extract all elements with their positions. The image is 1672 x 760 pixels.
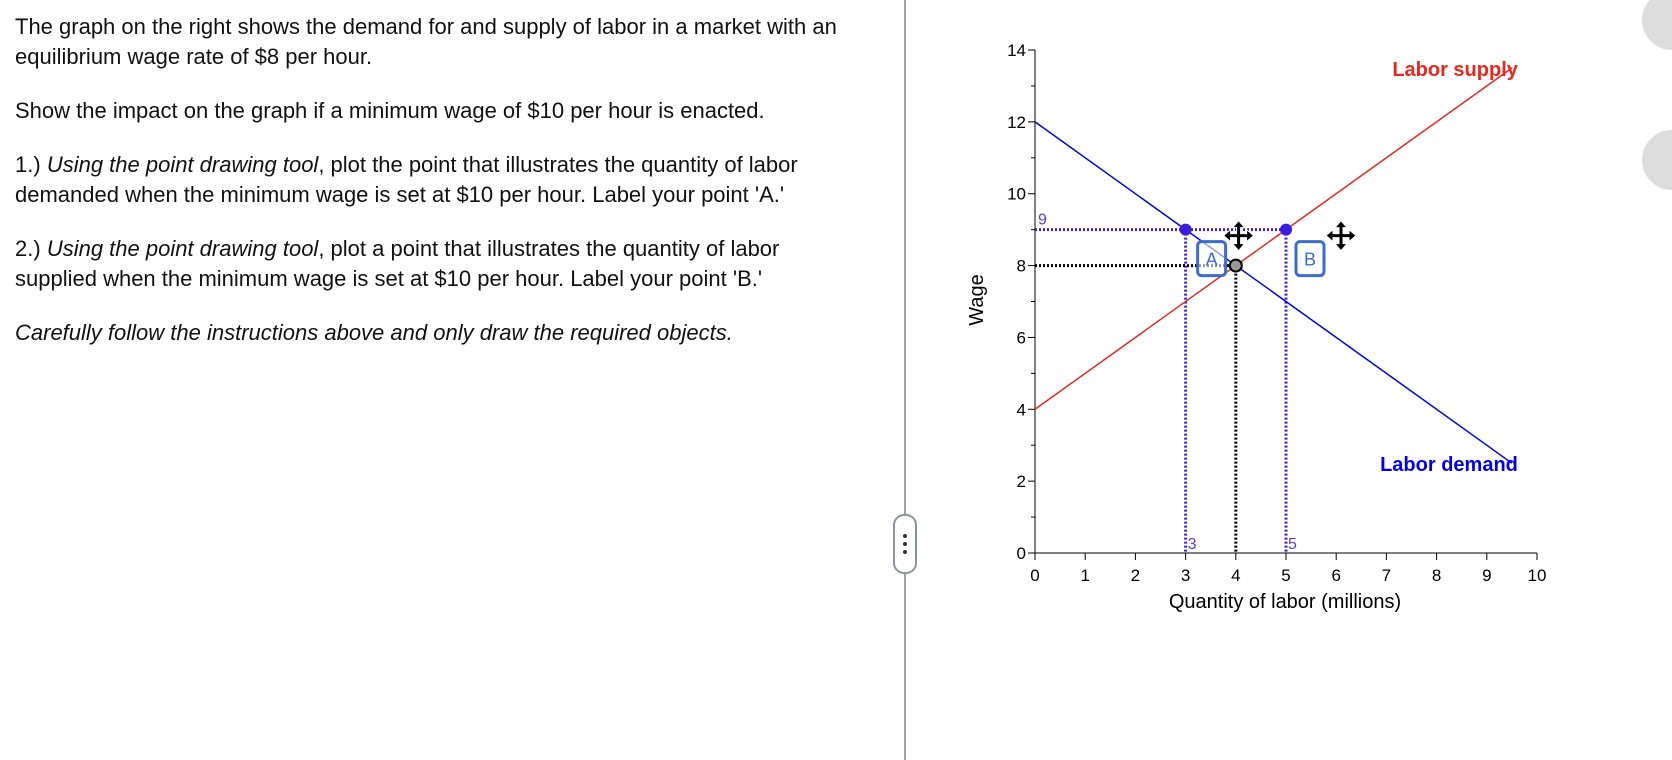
y-tick-label: 2 [1017,472,1026,491]
x-tick-label: 9 [1482,566,1491,585]
point-label: B [1304,250,1316,270]
point-label-box [1196,240,1228,278]
step-text: , plot the point that illustrates the qu… [15,152,798,207]
x-tick-label: 8 [1432,566,1441,585]
side-button[interactable] [1642,130,1672,190]
x-tick-label: 6 [1331,566,1340,585]
point-label: A [1206,250,1218,270]
y-tick-label: 10 [1007,185,1026,204]
handle-dot [903,550,907,554]
point-label-box [1294,240,1326,278]
y-tick-label: 0 [1017,544,1026,563]
series-label: Labor supply [1392,59,1518,81]
step-text: , plot a point that illustrates the quan… [15,236,780,291]
tool-name: Using the point drawing tool [46,236,319,261]
guide-label: 9 [1038,212,1047,229]
side-button[interactable] [1642,0,1672,50]
x-tick-label: 5 [1281,566,1290,585]
guide-label: 3 [1188,536,1197,553]
y-tick-label: 6 [1017,328,1026,347]
instructions: The graph on the right shows the demand … [15,12,865,372]
x-tick-label: 2 [1131,566,1140,585]
series-label: Labor demand [1380,454,1518,476]
step-number: 2.) [15,236,41,261]
y-tick-label: 4 [1017,400,1026,419]
tool-name: Using the point drawing tool [46,152,319,177]
series-line [1034,67,1513,410]
guide-label: 5 [1288,536,1297,553]
x-tick-label: 10 [1528,566,1547,585]
plotted-point[interactable] [1280,223,1292,236]
x-tick-label: 1 [1080,566,1089,585]
y-tick-label: 14 [1007,41,1026,60]
plotted-point[interactable] [1179,223,1192,236]
handle-dot [903,542,907,546]
intro: The graph on the right shows the demand … [15,14,837,69]
cursor-shape [1222,219,1255,252]
move-cursor [1222,219,1255,252]
step-2: 2.) Using the point drawing tool, plot a… [15,234,865,294]
x-tick-label: 4 [1231,566,1240,585]
x-tick-label: 3 [1181,566,1190,585]
series-line [1034,121,1513,464]
y-tick-label: 8 [1017,257,1026,276]
step-number: 1.) [15,152,41,177]
x-axis-label: Quantity of labor (millions) [1169,591,1401,613]
cursor-shape [1325,219,1357,252]
handle-dot [903,534,907,538]
note-text: Carefully follow the instructions above … [15,320,733,345]
y-axis-label: Wage [966,274,988,326]
step-1: 1.) Using the point drawing tool, plot t… [15,150,865,210]
y-tick-label: 12 [1007,113,1026,132]
note: Carefully follow the instructions above … [15,318,865,348]
impact: Show the impact on the graph if a minimu… [15,98,765,123]
x-tick-label: 7 [1382,566,1391,585]
equilibrium-point [1228,258,1243,273]
x-tick-label: 0 [1030,566,1039,585]
move-cursor [1325,219,1357,252]
